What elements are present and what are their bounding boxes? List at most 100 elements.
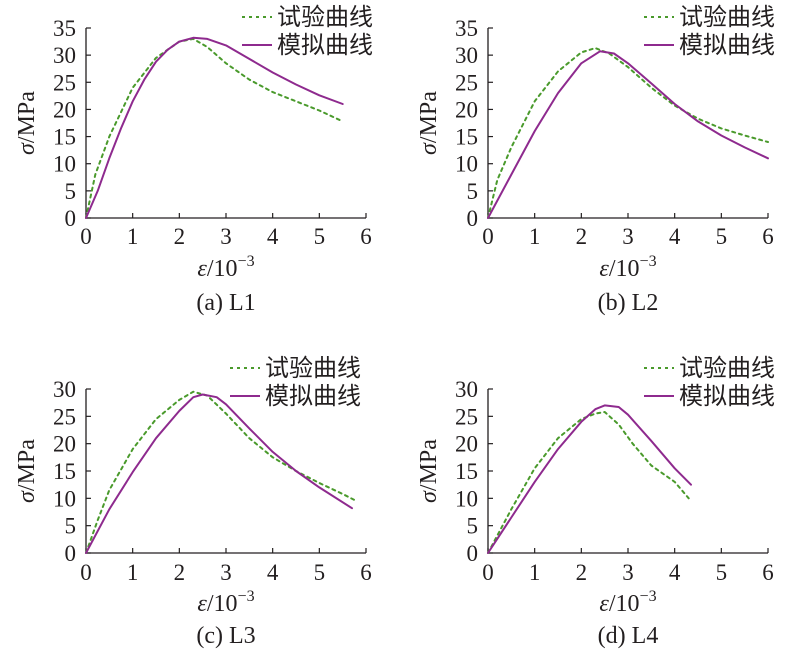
x-tick-label: 2 (576, 560, 588, 585)
x-axis-symbol: ε (599, 256, 609, 282)
y-axis-symbol: σ (14, 490, 40, 503)
series-line-simulated (487, 50, 769, 219)
y-tick-label: 10 (455, 152, 478, 177)
x-tick-label: 5 (314, 224, 326, 249)
y-axis-symbol: σ (416, 142, 442, 155)
y-tick-label: 20 (53, 432, 76, 457)
y-tick-label: 30 (53, 377, 76, 402)
y-tick-label: 25 (53, 70, 76, 95)
series-line-simulated (487, 404, 692, 554)
legend-label: 模拟曲线 (679, 31, 775, 59)
y-tick-label: 35 (53, 16, 76, 41)
x-tick-label: 1 (127, 560, 139, 585)
y-tick-label: 0 (65, 206, 77, 231)
x-tick-label: 1 (127, 224, 139, 249)
y-tick-label: 5 (65, 179, 77, 204)
y-tick-label: 5 (467, 514, 479, 539)
y-tick-label: 25 (455, 70, 478, 95)
series-line-simulated (85, 393, 353, 554)
y-tick-label: 10 (53, 486, 76, 511)
x-tick-label: 6 (762, 224, 774, 249)
y-axis-unit: /MPa (14, 439, 40, 491)
x-tick-label: 4 (267, 560, 279, 585)
y-axis-title: σ/MPa (416, 439, 442, 503)
y-tick-label: 5 (65, 514, 77, 539)
y-tick-label: 0 (467, 206, 479, 231)
x-tick-label: 3 (220, 560, 232, 585)
y-tick-label: 25 (53, 404, 76, 429)
legend-label: 模拟曲线 (265, 382, 361, 410)
y-tick-label: 30 (53, 43, 76, 68)
x-tick-label: 5 (314, 560, 326, 585)
series-line-experimental (85, 390, 358, 554)
x-tick-label: 0 (482, 560, 494, 585)
x-tick-label: 4 (267, 224, 279, 249)
x-axis-exponent: −3 (640, 588, 657, 605)
legend-label: 试验曲线 (679, 354, 775, 382)
x-axis-title: ε/10−3 (599, 253, 656, 282)
y-tick-label: 15 (53, 459, 76, 484)
y-axis-title: σ/MPa (14, 439, 40, 503)
chart-caption: (c) L3 (196, 623, 255, 649)
y-axis-unit: /MPa (416, 91, 442, 143)
x-axis-unit: /10 (609, 591, 640, 617)
x-tick-label: 2 (174, 560, 186, 585)
y-tick-label: 0 (65, 541, 77, 566)
legend-label: 试验曲线 (679, 3, 775, 31)
x-tick-label: 0 (80, 560, 92, 585)
x-axis-symbol: ε (197, 256, 207, 282)
x-axis-unit: /10 (207, 591, 238, 617)
y-tick-label: 25 (455, 404, 478, 429)
x-axis-title: ε/10−3 (197, 588, 254, 617)
chart-caption: (a) L1 (196, 290, 255, 316)
y-axis-symbol: σ (14, 142, 40, 155)
y-axis-unit: /MPa (416, 439, 442, 491)
x-tick-label: 3 (622, 560, 634, 585)
x-tick-label: 1 (529, 560, 541, 585)
chart-caption: (d) L4 (598, 623, 659, 649)
legend-label: 试验曲线 (265, 354, 361, 382)
y-tick-label: 20 (455, 97, 478, 122)
x-tick-label: 3 (220, 224, 232, 249)
y-tick-label: 0 (467, 541, 479, 566)
legend-label: 模拟曲线 (679, 382, 775, 410)
x-tick-label: 3 (622, 224, 634, 249)
x-tick-label: 1 (529, 224, 541, 249)
y-tick-label: 10 (53, 152, 76, 177)
legend-label: 试验曲线 (277, 3, 373, 31)
x-tick-label: 5 (716, 224, 728, 249)
series-line-experimental (487, 411, 690, 554)
y-tick-label: 15 (53, 125, 76, 150)
x-tick-label: 5 (716, 560, 728, 585)
x-axis-symbol: ε (599, 591, 609, 617)
x-axis-exponent: −3 (238, 588, 255, 605)
x-axis-unit: /10 (609, 256, 640, 282)
y-tick-label: 20 (53, 97, 76, 122)
y-tick-label: 20 (455, 432, 478, 457)
y-tick-label: 15 (455, 125, 478, 150)
x-tick-label: 2 (174, 224, 186, 249)
series-line-experimental (85, 37, 344, 219)
x-tick-label: 6 (762, 560, 774, 585)
chart-caption: (b) L2 (598, 290, 659, 316)
y-tick-label: 5 (467, 179, 479, 204)
x-tick-label: 0 (482, 224, 494, 249)
x-tick-label: 6 (360, 224, 372, 249)
y-axis-title: σ/MPa (14, 91, 40, 155)
y-axis-symbol: σ (416, 490, 442, 503)
legend-label: 模拟曲线 (277, 31, 373, 59)
x-tick-label: 2 (576, 224, 588, 249)
y-axis-unit: /MPa (14, 91, 40, 143)
y-tick-label: 35 (455, 16, 478, 41)
series-line-simulated (85, 36, 344, 219)
x-axis-exponent: −3 (238, 253, 255, 270)
y-axis-title: σ/MPa (416, 91, 442, 155)
y-tick-label: 30 (455, 377, 478, 402)
x-tick-label: 4 (669, 224, 681, 249)
series-line-experimental (487, 47, 769, 219)
